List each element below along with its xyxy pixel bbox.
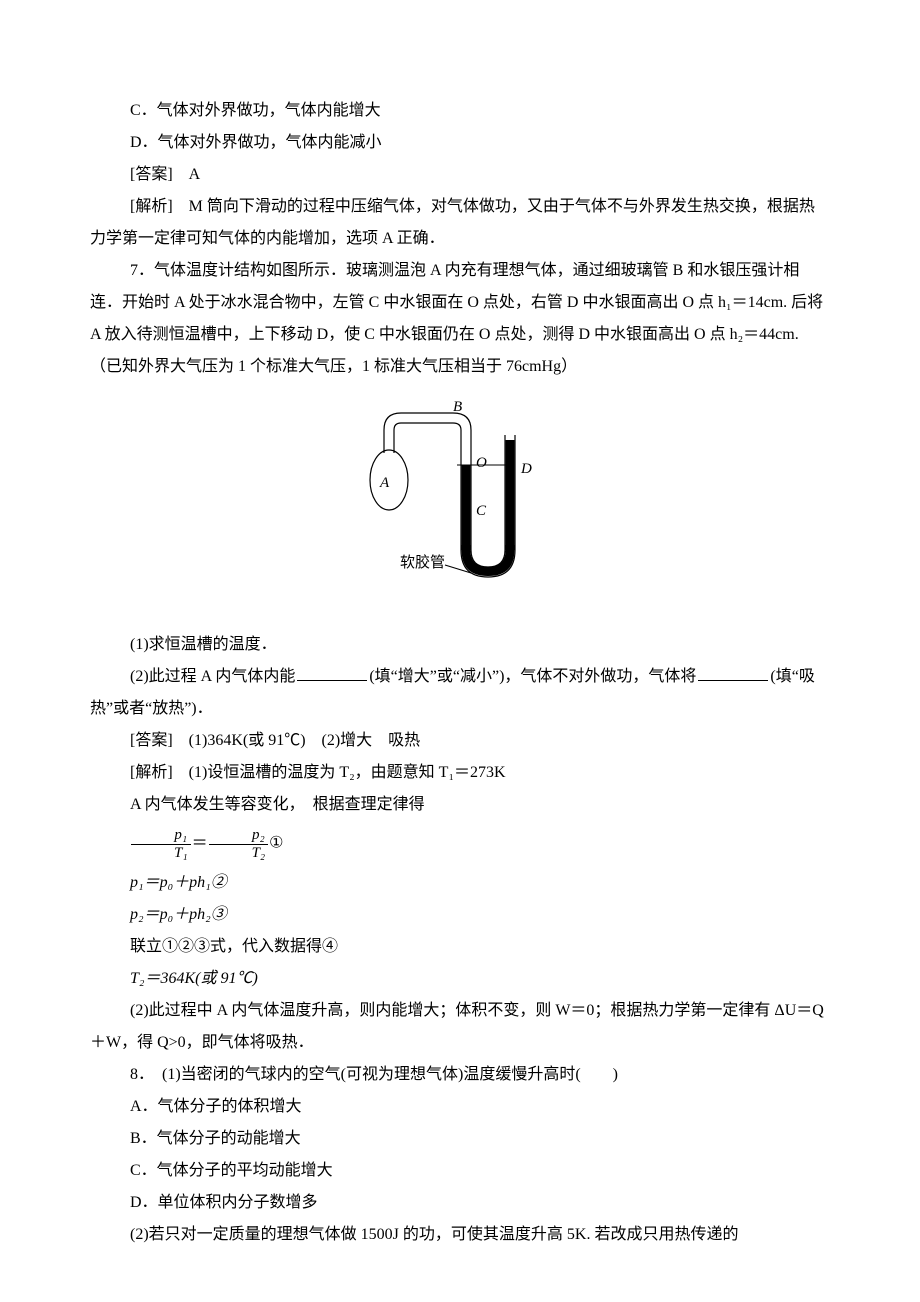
q7-sub1: (1)求恒温槽的温度． [90,629,830,661]
q7-anal3: 联立①②③式，代入数据得④ [90,931,830,963]
thermometer-svg: B A O D C 软胶管 [345,395,575,615]
q7-anal4: T₂＝364K(或 91℃) [90,963,830,995]
q7-sub2-a: (2)此过程 A 内气体内能 [130,668,295,685]
q7-eq3: p₂＝p₀＋ph₂③ [90,899,830,931]
q8-stem: 8． (1)当密闭的气球内的空气(可视为理想气体)温度缓慢升高时( ) [90,1059,830,1091]
q7-sub2-b: (填“增大”或“减小”)，气体不对外做功，气体将 [369,668,696,685]
frac-p1-t1: p₁ T₁ [131,827,191,861]
q7-stem: 7．气体温度计结构如图所示．玻璃测温泡 A 内充有理想气体，通过细玻璃管 B 和… [90,255,830,383]
label-d: D [520,461,532,477]
q7-anal5: (2)此过程中 A 内气体温度升高，则内能增大；体积不变，则 W＝0；根据热力学… [90,995,830,1059]
q8-opt-a: A．气体分子的体积增大 [90,1091,830,1123]
q7-anal4-text: T₂＝364K(或 91℃) [130,970,258,987]
q7-analysis-1: [解析] (1)设恒温槽的温度为 T₂，由题意知 T₁＝273K [90,757,830,789]
q7-eq3-text: p₂＝p₀＋ph₂③ [130,906,227,923]
q8-opt-c: C．气体分子的平均动能增大 [90,1155,830,1187]
circ-1: ① [269,835,283,852]
q7-eq1: p₁ T₁ ＝ p₂ T₂ ① [90,827,830,861]
label-rubber: 软胶管 [400,554,445,571]
q8-opt-b: B．气体分子的动能增大 [90,1123,830,1155]
q8-opt-d: D．单位体积内分子数增多 [90,1187,830,1219]
frac-num-p2: p₂ [209,827,269,845]
q6-opt-c: C．气体对外界做功，气体内能增大 [90,95,830,127]
q8-sub2: (2)若只对一定质量的理想气体做 1500J 的功，可使其温度升高 5K. 若改… [90,1219,830,1251]
q6-analysis: [解析] M 筒向下滑动的过程中压缩气体，对气体做功，又由于气体不与外界发生热交… [90,191,830,255]
q7-anal2: A 内气体发生等容变化， 根据查理定律得 [90,789,830,821]
q6-opt-d: D．气体对外界做功，气体内能减小 [90,127,830,159]
frac-den-t1: T₁ [131,845,191,862]
label-c: C [476,503,487,519]
frac-p2-t2: p₂ T₂ [209,827,269,861]
q7-anal1: (1)设恒温槽的温度为 T₂，由题意知 T₁＝273K [189,764,506,781]
q7-eq2-text: p₁＝p₀＋ph₁② [130,874,227,891]
label-o: O [476,455,487,471]
blank-2 [698,662,768,681]
q7-eq2: p₁＝p₀＋ph₁② [90,867,830,899]
blank-1 [297,662,367,681]
frac-den-t2: T₂ [209,845,269,862]
q6-analysis-text: M 筒向下滑动的过程中压缩气体，对气体做功，又由于气体不与外界发生热交换，根据热… [90,198,815,247]
thermometer-figure: B A O D C 软胶管 [90,395,830,615]
q7-sub2: (2)此过程 A 内气体内能(填“增大”或“减小”)，气体不对外做功，气体将(填… [90,661,830,725]
frac-num-p1: p₁ [131,827,191,845]
q7-analysis-label: [解析] [130,764,189,781]
q7-answer: [答案] (1)364K(或 91℃) (2)增大 吸热 [90,725,830,757]
label-b: B [453,399,462,415]
eq-sign: ＝ [192,835,208,852]
q6-analysis-label: [解析] [130,198,189,215]
q6-answer: [答案] A [90,159,830,191]
label-a: A [379,475,390,491]
